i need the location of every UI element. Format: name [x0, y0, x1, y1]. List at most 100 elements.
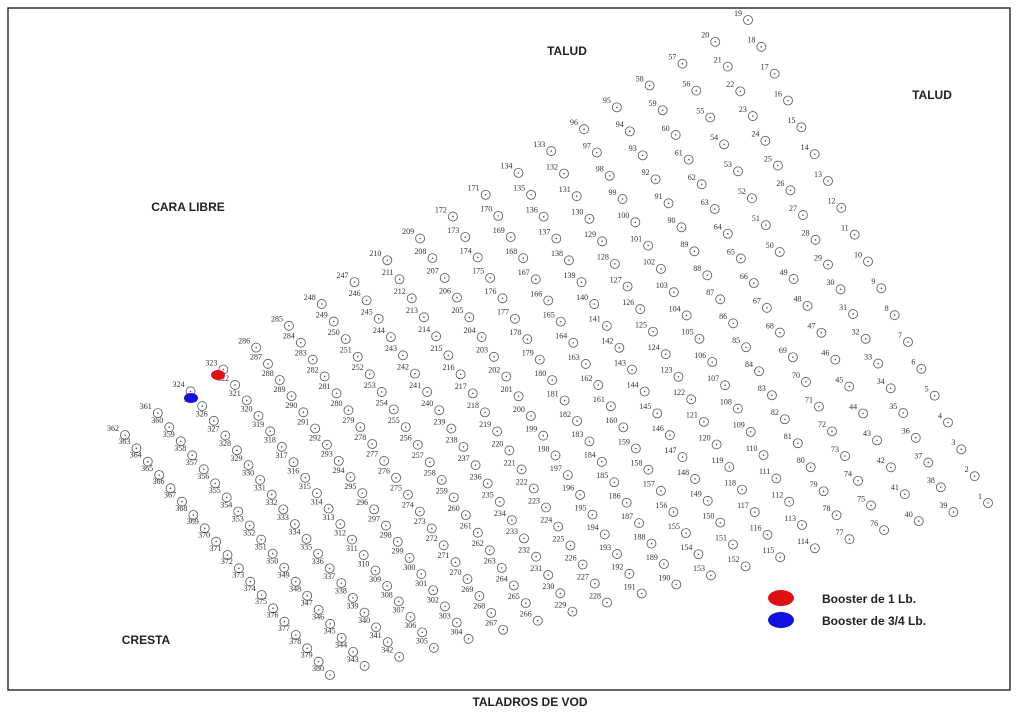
- hole-number: 126: [622, 298, 634, 307]
- hole-center: [505, 376, 507, 378]
- hole-center: [249, 525, 251, 527]
- hole-center: [193, 514, 195, 516]
- hole-number: 158: [630, 459, 642, 468]
- hole-number: 82: [771, 408, 779, 417]
- hole-number: 269: [461, 585, 473, 594]
- hole-center: [631, 369, 633, 371]
- hole-number: 71: [805, 395, 813, 404]
- hole-number: 155: [668, 522, 680, 531]
- hole-number: 33: [864, 352, 872, 361]
- hole-number: 85: [732, 336, 740, 345]
- hole-center: [665, 353, 667, 355]
- hole-number: 49: [780, 268, 788, 277]
- hole-center: [655, 179, 657, 181]
- hole-center: [444, 606, 446, 608]
- hole-center: [765, 140, 767, 142]
- hole-center: [373, 509, 375, 511]
- hole-number: 183: [571, 430, 583, 439]
- hole-number: 282: [307, 365, 319, 374]
- hole-center: [583, 128, 585, 130]
- hole-center: [865, 338, 867, 340]
- hole-number: 168: [505, 247, 517, 256]
- hole-center: [158, 474, 160, 476]
- hole-center: [354, 281, 356, 283]
- hole-number: 29: [814, 253, 822, 262]
- hole-number: 39: [939, 501, 947, 510]
- hole-number: 34: [877, 377, 885, 386]
- hole-center: [468, 638, 470, 640]
- hole-center: [890, 466, 892, 468]
- hole-number: 55: [696, 106, 704, 115]
- hole-center: [348, 409, 350, 411]
- hole-number: 228: [589, 591, 601, 600]
- hole-center: [870, 505, 872, 507]
- hole-number: 22: [726, 80, 734, 89]
- hole-center: [660, 490, 662, 492]
- hole-number: 190: [658, 573, 670, 582]
- hole-number: 362: [107, 424, 119, 433]
- hole-center: [581, 281, 583, 283]
- hole-number: 219: [479, 420, 491, 429]
- hole-center: [190, 391, 192, 393]
- hole-number: 329: [231, 454, 243, 463]
- hole-center: [248, 464, 250, 466]
- hole-number: 280: [330, 399, 342, 408]
- hole-number: 124: [648, 343, 660, 352]
- hole-center: [642, 155, 644, 157]
- hole-center: [502, 298, 504, 300]
- hole-number: 86: [719, 312, 727, 321]
- hole-number: 129: [584, 230, 596, 239]
- hole-number: 214: [418, 325, 430, 334]
- hole-number: 19: [734, 9, 742, 18]
- hole-center: [496, 431, 498, 433]
- hole-center: [329, 674, 331, 676]
- hole-number: 313: [322, 513, 334, 522]
- booster-marker: [184, 393, 198, 403]
- hole-center: [333, 321, 335, 323]
- hole-center: [502, 629, 504, 631]
- hole-number: 16: [774, 89, 782, 98]
- hole-center: [414, 373, 416, 375]
- hole-number: 316: [287, 467, 299, 476]
- hole-number: 338: [335, 587, 347, 596]
- hole-center: [352, 651, 354, 653]
- hole-number: 311: [346, 544, 358, 553]
- hole-center: [627, 286, 629, 288]
- hole-number: 10: [854, 250, 862, 259]
- hole-center: [351, 539, 353, 541]
- hole-center: [324, 376, 326, 378]
- hole-number: 80: [797, 456, 805, 465]
- hole-number: 194: [587, 523, 599, 532]
- hole-center: [740, 258, 742, 260]
- hole-center: [246, 400, 248, 402]
- hole-number: 100: [617, 211, 629, 220]
- hole-number: 157: [643, 480, 655, 489]
- hole-center: [560, 593, 562, 595]
- hole-number: 215: [430, 344, 442, 353]
- hole-center: [438, 409, 440, 411]
- hole-number: 275: [390, 483, 402, 492]
- hole-number: 59: [649, 99, 657, 108]
- hole-number: 345: [324, 627, 336, 636]
- hole-center: [682, 63, 684, 65]
- hole-number: 291: [297, 417, 309, 426]
- hole-center: [904, 493, 906, 495]
- hole-number: 32: [852, 328, 860, 337]
- hole-number: 173: [447, 226, 459, 235]
- hole-number: 348: [289, 585, 301, 594]
- hole-center: [793, 278, 795, 280]
- hole-center: [535, 556, 537, 558]
- hole-center: [387, 641, 389, 643]
- hole-number: 177: [497, 308, 509, 317]
- hole-center: [629, 573, 631, 575]
- hole-center: [802, 214, 804, 216]
- hole-center: [419, 238, 421, 240]
- hole-number: 171: [468, 184, 480, 193]
- hole-number: 334: [289, 528, 301, 537]
- hole-center: [525, 602, 527, 604]
- hole-center: [601, 241, 603, 243]
- hole-number: 254: [376, 398, 388, 407]
- hole-number: 299: [392, 547, 404, 556]
- hole-center: [293, 461, 295, 463]
- hole-center: [776, 478, 778, 480]
